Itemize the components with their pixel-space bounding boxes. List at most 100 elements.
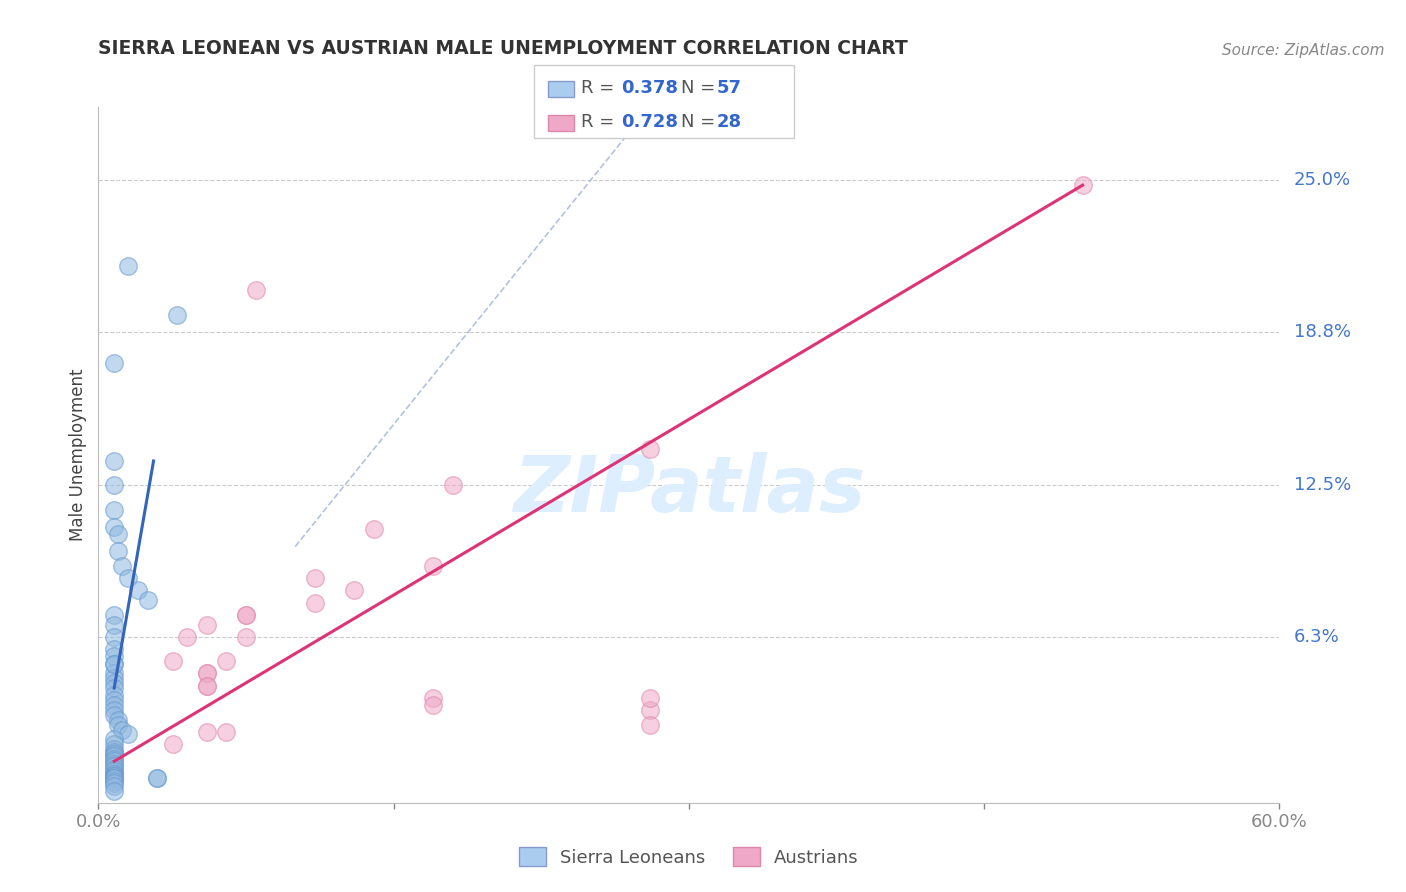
- Point: [117, 571, 139, 585]
- Point: [1071, 178, 1094, 193]
- Point: [638, 442, 661, 456]
- Point: [103, 745, 125, 759]
- Point: [103, 759, 125, 773]
- Point: [103, 630, 125, 644]
- Point: [638, 717, 661, 731]
- Text: Source: ZipAtlas.com: Source: ZipAtlas.com: [1222, 43, 1385, 58]
- Point: [103, 666, 125, 681]
- Point: [103, 520, 125, 534]
- Point: [103, 689, 125, 703]
- Point: [107, 713, 129, 727]
- Point: [422, 559, 444, 574]
- Point: [107, 717, 129, 731]
- Point: [103, 769, 125, 783]
- Point: [363, 522, 385, 536]
- Point: [245, 283, 267, 297]
- Point: [235, 607, 257, 622]
- Point: [117, 259, 139, 273]
- Text: ZIPatlas: ZIPatlas: [513, 451, 865, 528]
- Point: [103, 681, 125, 695]
- Point: [103, 478, 125, 492]
- Text: 18.8%: 18.8%: [1294, 323, 1351, 341]
- Point: [103, 773, 125, 788]
- Point: [103, 762, 125, 776]
- Point: [136, 593, 159, 607]
- Point: [103, 764, 125, 778]
- Point: [103, 749, 125, 764]
- Point: [103, 772, 125, 786]
- Text: R =: R =: [581, 79, 620, 97]
- Point: [111, 559, 134, 574]
- Text: R =: R =: [581, 113, 620, 131]
- Point: [103, 766, 125, 780]
- Text: 0.378: 0.378: [621, 79, 679, 97]
- Point: [117, 727, 139, 741]
- Point: [195, 679, 218, 693]
- Point: [127, 583, 149, 598]
- Point: [162, 737, 184, 751]
- Point: [103, 756, 125, 771]
- Point: [638, 690, 661, 705]
- Legend: Sierra Leoneans, Austrians: Sierra Leoneans, Austrians: [512, 840, 866, 874]
- Point: [103, 642, 125, 657]
- Point: [422, 698, 444, 713]
- Point: [343, 583, 366, 598]
- Point: [103, 607, 125, 622]
- Point: [103, 737, 125, 751]
- Point: [103, 671, 125, 685]
- Point: [195, 666, 218, 681]
- Point: [107, 544, 129, 558]
- Point: [103, 732, 125, 747]
- Point: [103, 657, 125, 671]
- Point: [103, 617, 125, 632]
- Point: [304, 596, 326, 610]
- Point: [215, 654, 238, 668]
- Point: [195, 725, 218, 739]
- Point: [176, 630, 198, 644]
- Point: [111, 723, 134, 737]
- Point: [103, 752, 125, 766]
- Point: [103, 779, 125, 793]
- Point: [195, 666, 218, 681]
- Point: [195, 679, 218, 693]
- Text: 6.3%: 6.3%: [1294, 628, 1340, 646]
- Point: [235, 607, 257, 622]
- Point: [103, 769, 125, 783]
- Y-axis label: Male Unemployment: Male Unemployment: [69, 368, 87, 541]
- Point: [146, 772, 169, 786]
- Point: [103, 657, 125, 671]
- Point: [103, 772, 125, 786]
- Point: [235, 630, 257, 644]
- Point: [103, 356, 125, 370]
- Text: 12.5%: 12.5%: [1294, 476, 1351, 494]
- Point: [215, 725, 238, 739]
- Point: [103, 754, 125, 768]
- Text: N =: N =: [681, 79, 720, 97]
- Text: 0.728: 0.728: [621, 113, 679, 131]
- Point: [103, 503, 125, 517]
- Text: N =: N =: [681, 113, 720, 131]
- Point: [103, 698, 125, 713]
- Text: 57: 57: [717, 79, 742, 97]
- Text: 25.0%: 25.0%: [1294, 171, 1351, 189]
- Point: [103, 703, 125, 717]
- Point: [162, 654, 184, 668]
- Point: [103, 693, 125, 707]
- Text: 28: 28: [717, 113, 742, 131]
- Point: [103, 766, 125, 780]
- Point: [103, 776, 125, 790]
- Text: SIERRA LEONEAN VS AUSTRIAN MALE UNEMPLOYMENT CORRELATION CHART: SIERRA LEONEAN VS AUSTRIAN MALE UNEMPLOY…: [98, 39, 908, 58]
- Point: [107, 527, 129, 541]
- Point: [103, 747, 125, 761]
- Point: [166, 308, 188, 322]
- Point: [103, 742, 125, 756]
- Point: [638, 703, 661, 717]
- Point: [195, 617, 218, 632]
- Point: [103, 783, 125, 797]
- Point: [103, 649, 125, 664]
- Point: [422, 690, 444, 705]
- Point: [304, 571, 326, 585]
- Point: [103, 707, 125, 722]
- Point: [441, 478, 464, 492]
- Point: [146, 772, 169, 786]
